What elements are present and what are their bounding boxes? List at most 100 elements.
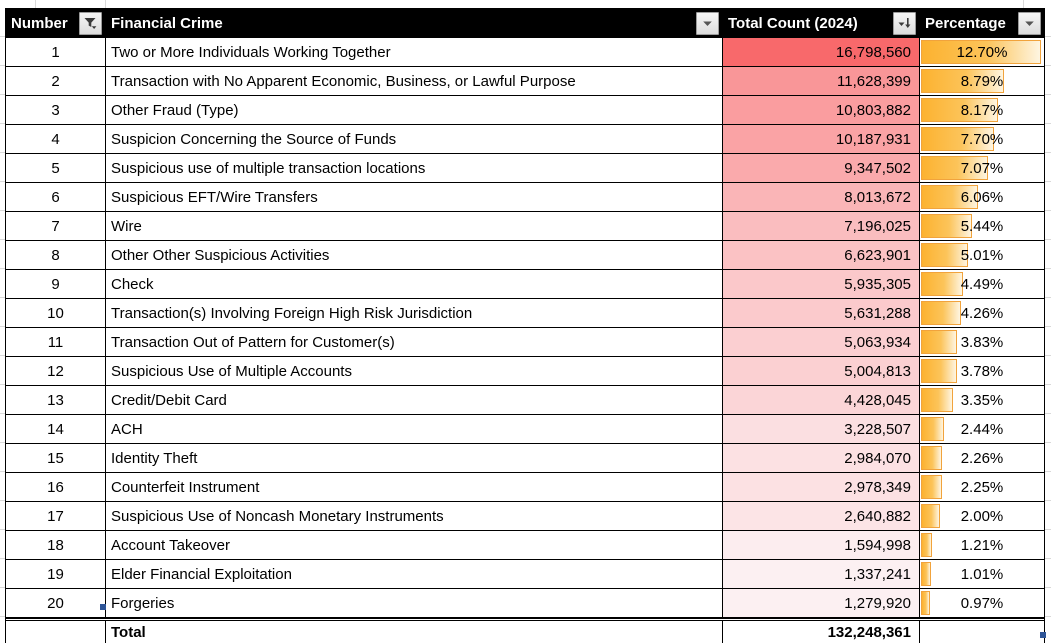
crime-cell[interactable]: Account Takeover [106,531,723,559]
number-cell[interactable]: 13 [6,386,106,414]
number-cell[interactable]: 9 [6,270,106,298]
count-cell[interactable]: 5,631,288 [723,299,920,327]
chevron-down-icon[interactable] [696,11,719,35]
percentage-cell[interactable]: 3.83% [920,328,1044,356]
count-cell[interactable]: 5,935,305 [723,270,920,298]
count-value: 5,004,813 [844,362,911,380]
number-cell[interactable]: 8 [6,241,106,269]
crime-cell[interactable]: Transaction(s) Involving Foreign High Ri… [106,299,723,327]
header-financial-crime[interactable]: Financial Crime [106,9,723,37]
number-cell[interactable]: 12 [6,357,106,385]
crime-cell[interactable]: Credit/Debit Card [106,386,723,414]
number-cell[interactable]: 10 [6,299,106,327]
chevron-down-icon[interactable] [1018,11,1041,35]
count-cell[interactable]: 5,004,813 [723,357,920,385]
filter-funnel-icon[interactable] [79,11,102,35]
percentage-cell[interactable]: 5.01% [920,241,1044,269]
total-number-cell[interactable] [6,621,106,643]
total-count-cell[interactable]: 132,248,361 [723,621,920,643]
percentage-cell[interactable]: 2.25% [920,473,1044,501]
percentage-cell[interactable]: 4.26% [920,299,1044,327]
percentage-cell[interactable]: 2.26% [920,444,1044,472]
percentage-cell[interactable]: 5.44% [920,212,1044,240]
crime-cell[interactable]: Identity Theft [106,444,723,472]
count-value: 11,628,399 [837,72,911,90]
number-cell[interactable]: 2 [6,67,106,95]
percentage-cell[interactable]: 7.07% [920,154,1044,182]
percentage-cell[interactable]: 7.70% [920,125,1044,153]
count-cell[interactable]: 1,594,998 [723,531,920,559]
crime-cell[interactable]: Forgeries [106,589,723,617]
number-cell[interactable]: 4 [6,125,106,153]
number-cell[interactable]: 1 [6,38,106,66]
number-cell[interactable]: 7 [6,212,106,240]
percentage-cell[interactable]: 3.35% [920,386,1044,414]
total-label-cell[interactable]: Total [106,621,723,643]
header-percentage[interactable]: Percentage [920,9,1044,37]
crime-cell[interactable]: Other Fraud (Type) [106,96,723,124]
count-cell[interactable]: 7,196,025 [723,212,920,240]
percentage-cell[interactable]: 1.21% [920,531,1044,559]
count-cell[interactable]: 8,013,672 [723,183,920,211]
count-cell[interactable]: 11,628,399 [723,67,920,95]
percentage-cell[interactable]: 0.97% [920,589,1044,617]
crime-cell[interactable]: Suspicious EFT/Wire Transfers [106,183,723,211]
crime-cell[interactable]: Elder Financial Exploitation [106,560,723,588]
total-percentage-cell[interactable] [920,621,1044,643]
percentage-cell[interactable]: 4.49% [920,270,1044,298]
crime-cell[interactable]: ACH [106,415,723,443]
count-cell[interactable]: 5,063,934 [723,328,920,356]
crime-cell[interactable]: Two or More Individuals Working Together [106,38,723,66]
number-cell[interactable]: 3 [6,96,106,124]
number-cell[interactable]: 16 [6,473,106,501]
crime-cell[interactable]: Other Other Suspicious Activities [106,241,723,269]
count-cell[interactable]: 3,228,507 [723,415,920,443]
crime-cell[interactable]: Suspicion Concerning the Source of Funds [106,125,723,153]
table-row: 8 Other Other Suspicious Activities 6,62… [6,241,1044,270]
crime-cell[interactable]: Wire [106,212,723,240]
number-cell[interactable]: 11 [6,328,106,356]
crime-cell[interactable]: Suspicious Use of Noncash Monetary Instr… [106,502,723,530]
crime-cell[interactable]: Counterfeit Instrument [106,473,723,501]
count-cell[interactable]: 2,984,070 [723,444,920,472]
count-cell[interactable]: 2,640,882 [723,502,920,530]
header-number[interactable]: Number [6,9,106,37]
crime-cell[interactable]: Transaction Out of Pattern for Customer(… [106,328,723,356]
count-cell[interactable]: 10,187,931 [723,125,920,153]
table-body: 1 Two or More Individuals Working Togeth… [6,38,1044,618]
count-cell[interactable]: 1,337,241 [723,560,920,588]
percentage-cell[interactable]: 1.01% [920,560,1044,588]
percentage-cell[interactable]: 3.78% [920,357,1044,385]
number-cell[interactable]: 18 [6,531,106,559]
percentage-cell[interactable]: 6.06% [920,183,1044,211]
number-cell[interactable]: 19 [6,560,106,588]
crime-cell[interactable]: Check [106,270,723,298]
table-row: 3 Other Fraud (Type) 10,803,882 8.17% [6,96,1044,125]
crime-cell[interactable]: Suspicious Use of Multiple Accounts [106,357,723,385]
number-cell[interactable]: 14 [6,415,106,443]
percentage-cell[interactable]: 8.79% [920,67,1044,95]
count-cell[interactable]: 2,978,349 [723,473,920,501]
count-cell[interactable]: 1,279,920 [723,589,920,617]
count-cell[interactable]: 4,428,045 [723,386,920,414]
number-cell[interactable]: 17 [6,502,106,530]
selection-fill-handle[interactable] [1040,632,1046,638]
count-cell[interactable]: 9,347,502 [723,154,920,182]
percentage-data-bar [921,562,931,586]
percentage-cell[interactable]: 2.44% [920,415,1044,443]
count-cell[interactable]: 6,623,901 [723,241,920,269]
number-cell[interactable]: 5 [6,154,106,182]
percentage-cell[interactable]: 2.00% [920,502,1044,530]
sort-descending-icon[interactable] [893,11,916,35]
number-cell[interactable]: 20 [6,589,106,617]
percentage-cell[interactable]: 12.70% [920,38,1044,66]
number-cell[interactable]: 6 [6,183,106,211]
number-cell[interactable]: 15 [6,444,106,472]
header-total-count[interactable]: Total Count (2024) [723,9,920,37]
selection-fill-handle[interactable] [100,604,106,610]
crime-cell[interactable]: Suspicious use of multiple transaction l… [106,154,723,182]
crime-cell[interactable]: Transaction with No Apparent Economic, B… [106,67,723,95]
percentage-cell[interactable]: 8.17% [920,96,1044,124]
count-cell[interactable]: 10,803,882 [723,96,920,124]
count-cell[interactable]: 16,798,560 [723,38,920,66]
